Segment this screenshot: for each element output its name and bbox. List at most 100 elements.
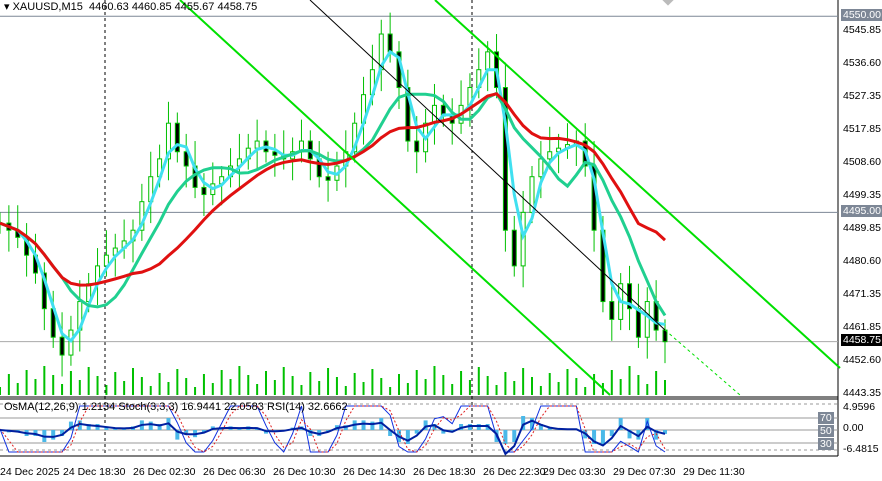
volume-bar: [78, 380, 81, 395]
x-tick: 29 Dec 03:30: [543, 466, 606, 478]
level-tag-4550: 4550.00: [841, 9, 882, 21]
volume-bar: [247, 375, 250, 395]
candle-body: [538, 158, 544, 178]
volume-bar: [344, 386, 347, 395]
osma-bar: [538, 424, 543, 430]
osma-bar: [547, 427, 552, 430]
candle-body: [644, 301, 650, 338]
volume-bar: [548, 373, 551, 395]
osma-bar: [600, 430, 605, 444]
rsi-30: 30: [818, 438, 834, 450]
volume-bar: [69, 371, 72, 395]
volume-bar: [309, 372, 312, 395]
volume-bar: [25, 370, 28, 395]
y-tick: 4545.85: [843, 24, 881, 36]
volume-bar: [52, 375, 55, 395]
volume-bar: [389, 387, 392, 395]
volume-bar: [185, 378, 188, 395]
level-tag-4495: 4495.00: [841, 205, 882, 217]
volume-bar: [211, 383, 214, 395]
candle-body: [627, 283, 633, 310]
volume-bar: [194, 387, 197, 395]
volume-bar: [123, 381, 126, 395]
volume-bar: [140, 377, 143, 395]
rsi-70: 70: [818, 412, 834, 424]
volume-bar: [291, 376, 294, 395]
candle-body: [547, 151, 553, 160]
osma-bar: [414, 430, 419, 434]
stoch-signal-line: [0, 405, 666, 453]
osma-bar: [175, 430, 180, 440]
y-tick: 4536.60: [843, 57, 881, 69]
osma-bar: [405, 430, 410, 444]
x-tick: 26 Dec 10:30: [273, 466, 336, 478]
x-tick: 26 Dec 14:30: [343, 466, 406, 478]
volume-bar: [158, 373, 161, 395]
candle-body: [272, 151, 278, 156]
volume-bar: [495, 385, 498, 395]
volume-bar: [176, 369, 179, 395]
current-price-tag: 4458.75: [841, 334, 882, 346]
osma-bar: [77, 420, 82, 430]
ind-scale-min: -6.4815: [843, 443, 879, 455]
candle-body: [635, 308, 641, 338]
volume-bar: [0, 387, 1, 395]
volume-bar: [282, 367, 285, 395]
volume-bar: [34, 379, 37, 395]
osma-bar: [60, 430, 65, 436]
volume-bar: [539, 386, 542, 395]
candle-body: [174, 122, 180, 153]
ind-scale-zero: 0.00: [843, 422, 864, 434]
volume-bar: [256, 384, 259, 395]
volume-bar: [557, 382, 560, 395]
osma-bar: [86, 424, 91, 430]
x-tick: 29 Dec 11:30: [683, 466, 745, 478]
volume-bar: [265, 371, 267, 395]
osma-bar: [148, 421, 153, 430]
volume-bar: [424, 379, 427, 395]
osma-bar: [104, 426, 109, 430]
x-tick: 26 Dec 22:30: [483, 466, 546, 478]
volume-bar: [61, 384, 64, 395]
volume-bar: [637, 375, 640, 395]
volume-bar: [362, 382, 365, 395]
volume-bar: [300, 385, 303, 395]
volume-bar: [460, 371, 463, 395]
candle-body: [414, 140, 420, 153]
volume-bar: [593, 374, 596, 395]
osma-bar: [326, 430, 331, 432]
channel-line-lower: [179, 0, 611, 396]
volume-bar: [504, 372, 507, 395]
volume-bar: [406, 383, 409, 395]
candle-body: [609, 301, 615, 320]
rsi-50: 50: [818, 425, 834, 437]
candle-body: [325, 176, 331, 181]
osma-bar: [609, 430, 614, 436]
candle-body: [511, 229, 517, 267]
volume-bar: [149, 386, 152, 395]
osma-bar: [592, 430, 597, 444]
volume-bar: [318, 381, 321, 395]
volume-bar: [371, 369, 374, 395]
volume-bar: [646, 384, 649, 395]
osma-bar: [627, 430, 632, 439]
volume-bar: [566, 369, 569, 395]
volume-bar: [16, 383, 19, 395]
osma-bar: [432, 424, 437, 430]
volume-bar: [202, 374, 205, 395]
volume-bar: [628, 366, 631, 395]
x-tick: 24 Dec 2025: [0, 466, 60, 478]
osma-bar: [618, 418, 623, 430]
indicator-label: OsMA(12,26,9) 1.2134 Stoch(3,3,3) 16.944…: [4, 401, 348, 413]
x-tick: 29 Dec 07:30: [613, 466, 676, 478]
osma-bar: [663, 430, 667, 434]
volume-bar: [486, 376, 489, 395]
volume-bar: [610, 370, 613, 395]
volume-bar: [433, 366, 436, 395]
y-tick: 4452.60: [843, 354, 881, 366]
volume-bar: [167, 382, 170, 395]
x-tick: 24 Dec 18:30: [63, 466, 126, 478]
osma-bar: [512, 430, 517, 442]
